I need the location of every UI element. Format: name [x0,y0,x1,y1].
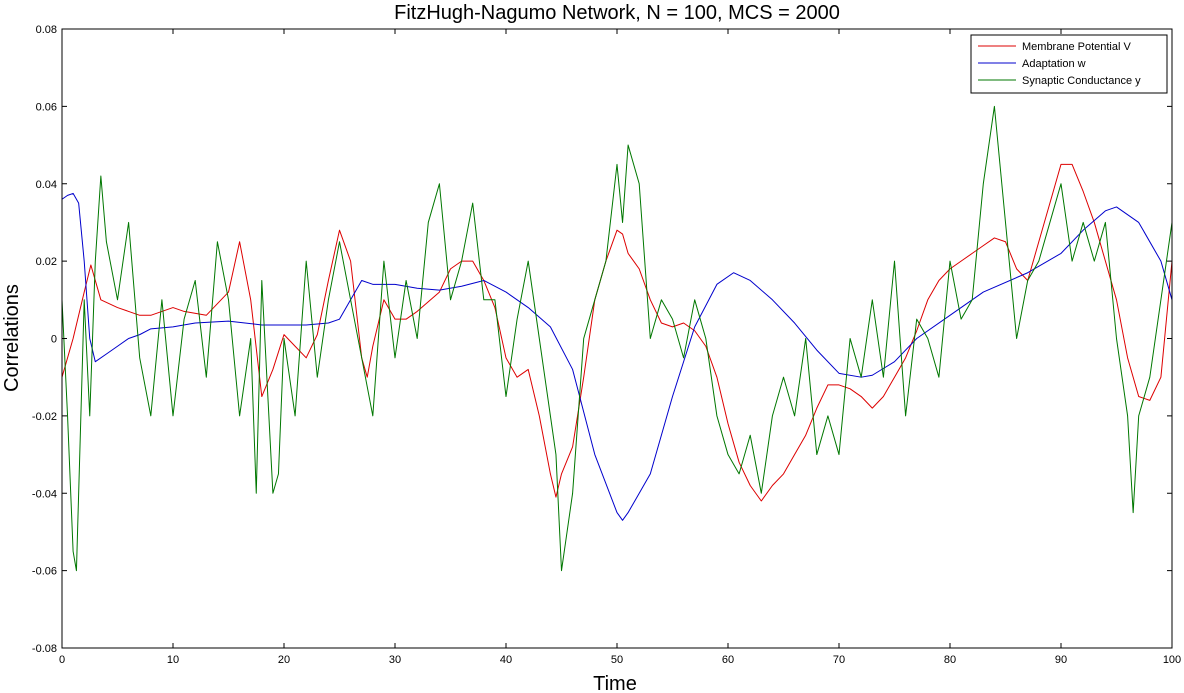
x-tick-label: 90 [1055,654,1067,666]
y-tick-label: 0.06 [36,101,57,113]
y-tick-label: 0.02 [36,256,57,268]
y-tick-label: -0.06 [32,566,57,578]
x-tick-label: 20 [278,654,290,666]
chart-title: FitzHugh-Nagumo Network, N = 100, MCS = … [394,2,840,24]
membrane-potential-line [61,163,1173,502]
legend: Membrane Potential V Adaptation w Synapt… [970,34,1168,94]
y-tick-label: -0.04 [32,488,57,500]
x-tick-label: 60 [722,654,734,666]
plot-area: 0 10 20 30 40 50 60 70 80 90 100 -0.08 -0.06 -0.04 -0.… [32,24,1181,666]
plot-border [61,28,1173,649]
legend-item: Synaptic Conductance y [978,75,1141,87]
legend-box [970,34,1168,94]
y-tick-label: -0.08 [32,643,57,655]
x-tick-label: 30 [389,654,401,666]
legend-label-synaptic-conductance: Synaptic Conductance y [1022,75,1141,87]
y-axis-label: Correlations [1,284,23,392]
y-tick-label: -0.02 [32,411,57,423]
x-tick-label: 100 [1163,654,1181,666]
plot-frame [61,28,1173,649]
x-tick-label: 70 [833,654,845,666]
y-tick-label: 0.08 [36,24,57,36]
legend-label-adaptation: Adaptation w [1022,58,1086,70]
x-tick-label: 0 [59,654,65,666]
legend-item: Membrane Potential V [978,41,1131,53]
legend-label-membrane-potential: Membrane Potential V [1022,41,1131,53]
y-tick-label: 0 [51,334,57,346]
x-tick-label: 40 [500,654,512,666]
x-axis-label: Time [593,673,637,693]
legend-item: Adaptation w [978,58,1086,70]
x-tick-label: 50 [611,654,623,666]
x-tick-label: 10 [167,654,179,666]
y-tick-label: 0.04 [36,179,57,191]
synaptic-conductance-line [61,105,1173,572]
x-tick-label: 80 [944,654,956,666]
tick-layer: 0 10 20 30 40 50 60 70 80 90 100 -0.08 -0.06 -0.04 -0.… [32,24,1181,666]
series-layer [61,105,1173,572]
